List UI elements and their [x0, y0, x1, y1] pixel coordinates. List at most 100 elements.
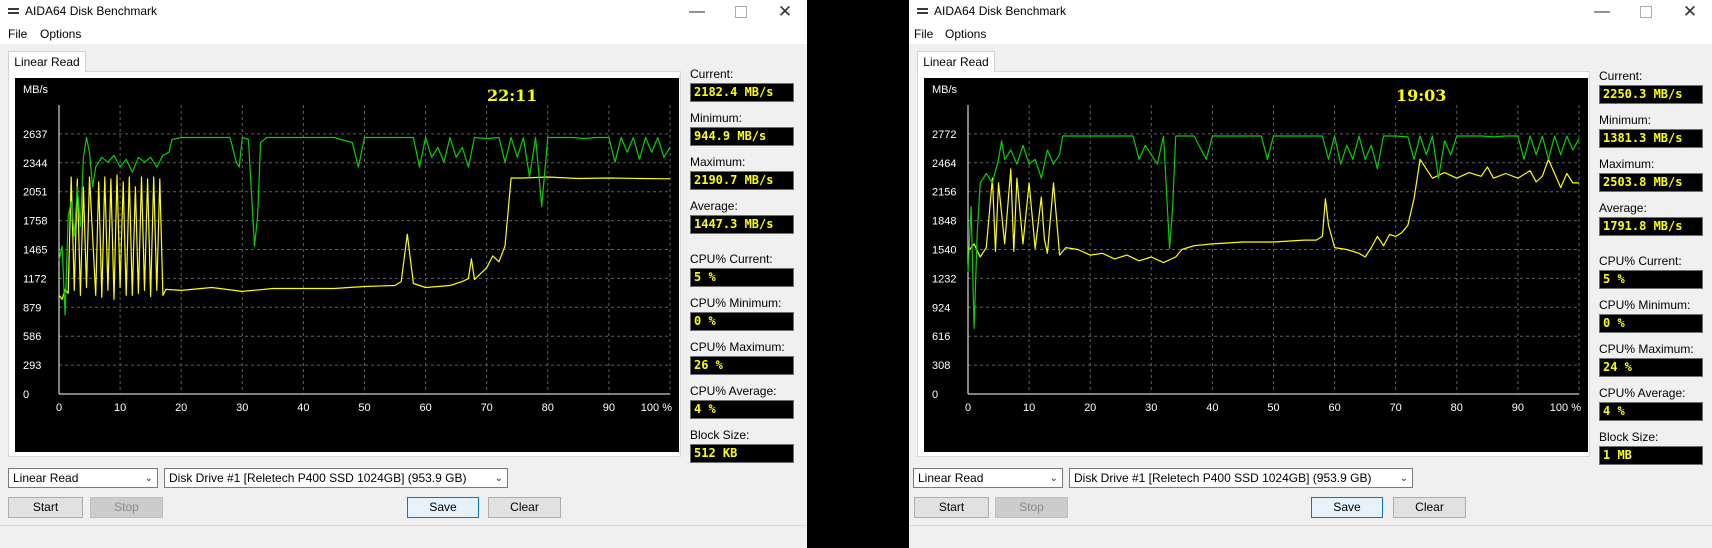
chart-svg: MB/s 2637 2344 2051 1758 1465 1172 879 586 293 0 0 1… — [23, 84, 672, 414]
chevron-down-icon: ⌄ — [1049, 473, 1058, 484]
clear-button[interactable]: Clear — [488, 497, 561, 518]
start-button[interactable]: Start — [8, 497, 83, 518]
stat-label: Minimum: — [1599, 113, 1652, 127]
x-tick-label: 80 — [542, 402, 554, 414]
stat-label: Block Size: — [1599, 430, 1659, 444]
x-tick-label: 30 — [1145, 402, 1157, 414]
menu-bar: File Options — [909, 24, 1712, 44]
stat-label: Minimum: — [690, 111, 743, 125]
chevron-down-icon: ⌄ — [144, 473, 153, 484]
y-tick-label: 1848 — [932, 216, 956, 228]
stat-label: Average: — [1599, 201, 1647, 215]
y-tick-label: 0 — [23, 389, 29, 401]
cpu-usage-line — [967, 135, 1580, 329]
maximize-icon — [1640, 5, 1652, 18]
y-tick-label: 1540 — [932, 245, 956, 257]
menu-file[interactable]: File — [914, 27, 934, 41]
menu-options[interactable]: Options — [40, 27, 82, 41]
stat-value: 1791.8 MB/s — [1599, 217, 1703, 236]
menu-bar: File Options — [0, 24, 807, 44]
stat-value: 4 % — [690, 400, 794, 419]
benchmark-chart: MB/s 2637 2344 2051 1758 1465 1172 879 586 293 0 0 1… — [15, 78, 679, 452]
y-tick-label: 586 — [23, 331, 41, 343]
stop-button[interactable]: Stop — [90, 497, 163, 518]
stat-value: 5 % — [690, 268, 794, 287]
stat-value: 944.9 MB/s — [690, 127, 794, 146]
chevron-down-icon: ⌄ — [1399, 473, 1408, 484]
menu-file[interactable]: File — [8, 27, 28, 41]
clear-button[interactable]: Clear — [1393, 497, 1466, 518]
stat-label: CPU% Current: — [1599, 254, 1682, 268]
stat-value: 4 % — [1599, 402, 1703, 421]
x-tick-label: 90 — [1512, 402, 1524, 414]
stat-label: CPU% Minimum: — [1599, 298, 1691, 312]
x-tick-label: 90 — [603, 402, 615, 414]
elapsed-time: 22:11 — [487, 86, 537, 105]
benchmark-window-right: AIDA64 Disk Benchmark — ✕ File Options L… — [909, 0, 1712, 548]
minimize-button[interactable]: — — [689, 3, 705, 20]
tab-linear-read[interactable]: Linear Read — [917, 51, 995, 72]
x-tick-label: 20 — [1084, 402, 1096, 414]
x-tick-label: 80 — [1451, 402, 1463, 414]
x-tick-label: 70 — [1390, 402, 1402, 414]
title-bar[interactable]: AIDA64 Disk Benchmark — ✕ — [0, 0, 807, 24]
y-tick-label: 2772 — [932, 129, 956, 141]
stat-label: Current: — [690, 67, 734, 81]
stat-label: Block Size: — [690, 428, 750, 442]
cpu-usage-line — [58, 136, 671, 316]
x-tick-label: 10 — [1023, 402, 1035, 414]
y-tick-label: 1465 — [23, 245, 47, 257]
benchmark-chart: MB/s 2772 2464 2156 1848 1540 1232 924 616 308 0 0 1… — [924, 78, 1588, 452]
y-tick-label: 2344 — [23, 158, 47, 170]
save-button[interactable]: Save — [1311, 497, 1383, 518]
stat-value: 1381.3 MB/s — [1599, 129, 1703, 148]
y-tick-label: 293 — [23, 360, 41, 372]
drive-select[interactable]: Disk Drive #1 [Reletech P400 SSD 1024GB]… — [164, 468, 508, 488]
stat-value: 26 % — [690, 356, 794, 375]
stat-label: Maximum: — [690, 155, 746, 169]
x-tick-label: 0 — [56, 402, 62, 414]
y-unit-label: MB/s — [23, 84, 49, 96]
test-type-select[interactable]: Linear Read ⌄ — [913, 468, 1063, 488]
elapsed-time: 19:03 — [1396, 86, 1446, 105]
stat-value: 1 MB — [1599, 446, 1703, 465]
transfer-rate-line — [967, 158, 1579, 264]
maximize-button[interactable] — [719, 0, 763, 24]
drive-value: Disk Drive #1 [Reletech P400 SSD 1024GB]… — [1074, 471, 1372, 485]
chart-panel: MB/s 2772 2464 2156 1848 1540 1232 924 616 308 0 0 1… — [917, 71, 1590, 457]
title-bar[interactable]: AIDA64 Disk Benchmark — ✕ — [909, 0, 1712, 24]
y-tick-label: 1758 — [23, 216, 47, 228]
tab-linear-read[interactable]: Linear Read — [8, 51, 86, 72]
stat-value: 512 KB — [690, 444, 794, 463]
x-tick-label: 100 % — [1550, 402, 1581, 414]
test-type-value: Linear Read — [918, 471, 984, 485]
y-tick-label: 1172 — [23, 273, 47, 285]
test-type-select[interactable]: Linear Read ⌄ — [8, 468, 158, 488]
drive-select[interactable]: Disk Drive #1 [Reletech P400 SSD 1024GB]… — [1069, 468, 1413, 488]
y-tick-label: 308 — [932, 360, 950, 372]
minimize-button[interactable]: — — [1594, 3, 1610, 20]
start-button[interactable]: Start — [914, 497, 989, 518]
menu-options[interactable]: Options — [945, 27, 987, 41]
chart-panel: MB/s 2637 2344 2051 1758 1465 1172 879 586 293 0 0 1… — [8, 71, 681, 457]
stat-label: CPU% Average: — [690, 384, 777, 398]
close-button[interactable]: ✕ — [777, 2, 793, 21]
x-tick-label: 100 % — [641, 402, 672, 414]
maximize-button[interactable] — [1624, 0, 1668, 24]
stat-label: CPU% Minimum: — [690, 296, 782, 310]
stat-value: 2190.7 MB/s — [690, 171, 794, 190]
y-tick-label: 879 — [23, 302, 41, 314]
stat-value: 2182.4 MB/s — [690, 83, 794, 102]
divider — [0, 525, 807, 526]
stat-label: CPU% Maximum: — [1599, 342, 1694, 356]
stat-value: 1447.3 MB/s — [690, 215, 794, 234]
y-tick-label: 2464 — [932, 158, 956, 170]
stop-button[interactable]: Stop — [995, 497, 1068, 518]
y-tick-label: 2156 — [932, 187, 956, 199]
divider — [909, 525, 1712, 526]
stat-value: 2250.3 MB/s — [1599, 85, 1703, 104]
stat-value: 0 % — [1599, 314, 1703, 333]
y-tick-label: 924 — [932, 302, 950, 314]
save-button[interactable]: Save — [407, 497, 479, 518]
close-button[interactable]: ✕ — [1682, 2, 1698, 21]
